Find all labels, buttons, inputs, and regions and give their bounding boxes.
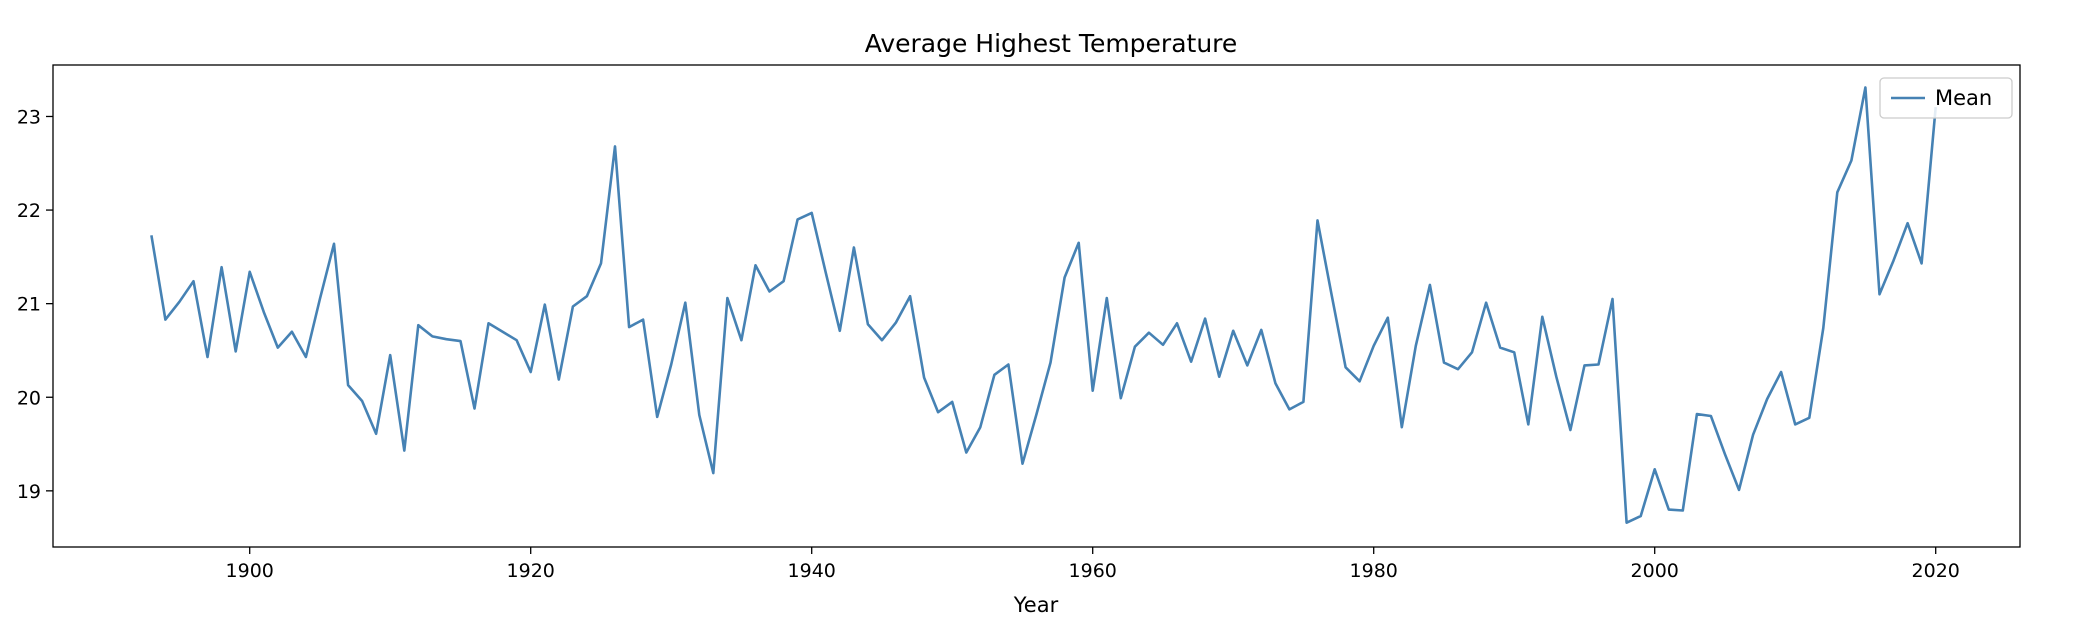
x-tick-label: 2000: [1631, 560, 1679, 582]
y-tick-label: 19: [17, 481, 41, 503]
y-tick-label: 23: [17, 106, 41, 128]
x-tick-label: 1960: [1069, 560, 1117, 582]
y-tick-label: 21: [17, 294, 41, 316]
plot-frame: [52, 64, 2021, 548]
x-tick-label: 1980: [1350, 560, 1398, 582]
x-tick-label: 1940: [788, 560, 836, 582]
legend-label: Mean: [1935, 86, 1992, 110]
series-line-mean: [150, 86, 1937, 525]
x-axis-label: Year: [1013, 593, 1059, 617]
x-tick-label: 1920: [507, 560, 555, 582]
x-tick-label: 2020: [1912, 560, 1960, 582]
x-axis: 1900 1920 1940 1960 1980 2000 2020: [226, 547, 1960, 582]
y-tick-label: 20: [17, 387, 41, 409]
legend-box: [1879, 77, 2013, 119]
x-tick-label: 1900: [226, 560, 274, 582]
legend: Mean: [1879, 77, 2013, 119]
y-axis: 19 20 21 22 23: [17, 106, 53, 503]
plot-area: [150, 86, 1937, 525]
y-tick-label: 22: [17, 200, 41, 222]
chart-title: Average Highest Temperature: [865, 29, 1238, 58]
